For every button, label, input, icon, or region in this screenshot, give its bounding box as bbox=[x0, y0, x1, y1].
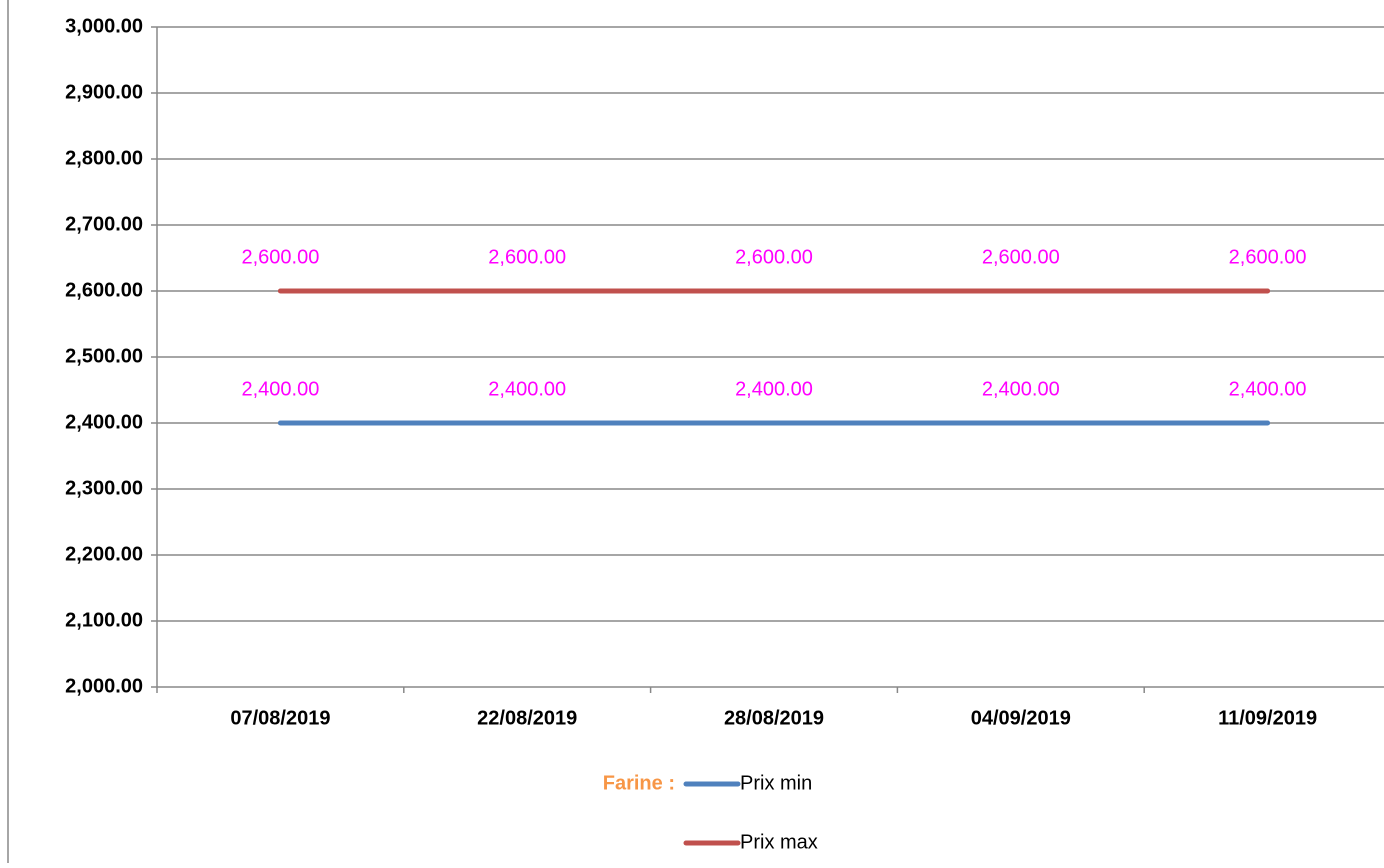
y-tick-label: 2,500.00 bbox=[65, 345, 143, 367]
x-tick-label: 22/08/2019 bbox=[477, 707, 577, 729]
y-tick-label: 2,300.00 bbox=[65, 477, 143, 499]
data-label: 2,400.00 bbox=[982, 378, 1060, 400]
data-label: 2,600.00 bbox=[241, 246, 319, 268]
legend-label: Prix max bbox=[740, 831, 818, 853]
y-tick-label: 2,600.00 bbox=[65, 279, 143, 301]
data-label: 2,600.00 bbox=[1229, 246, 1307, 268]
data-label: 2,600.00 bbox=[488, 246, 566, 268]
data-label: 2,400.00 bbox=[488, 378, 566, 400]
y-tick-label: 2,000.00 bbox=[65, 675, 143, 697]
y-tick-label: 3,000.00 bbox=[65, 15, 143, 37]
y-tick-label: 2,200.00 bbox=[65, 543, 143, 565]
y-tick-label: 2,400.00 bbox=[65, 411, 143, 433]
y-tick-label: 2,800.00 bbox=[65, 147, 143, 169]
data-label: 2,400.00 bbox=[735, 378, 813, 400]
x-tick-label: 28/08/2019 bbox=[724, 707, 824, 729]
x-tick-label: 07/08/2019 bbox=[230, 707, 330, 729]
data-label: 2,400.00 bbox=[1229, 378, 1307, 400]
data-label: 2,600.00 bbox=[735, 246, 813, 268]
data-label: 2,400.00 bbox=[241, 378, 319, 400]
legend-label: Prix min bbox=[740, 772, 812, 794]
y-tick-label: 2,900.00 bbox=[65, 81, 143, 103]
x-tick-label: 04/09/2019 bbox=[971, 707, 1071, 729]
data-label: 2,600.00 bbox=[982, 246, 1060, 268]
y-tick-label: 2,700.00 bbox=[65, 213, 143, 235]
x-tick-label: 11/09/2019 bbox=[1218, 707, 1317, 729]
y-tick-label: 2,100.00 bbox=[65, 609, 143, 631]
legend-title: Farine : bbox=[603, 772, 675, 794]
